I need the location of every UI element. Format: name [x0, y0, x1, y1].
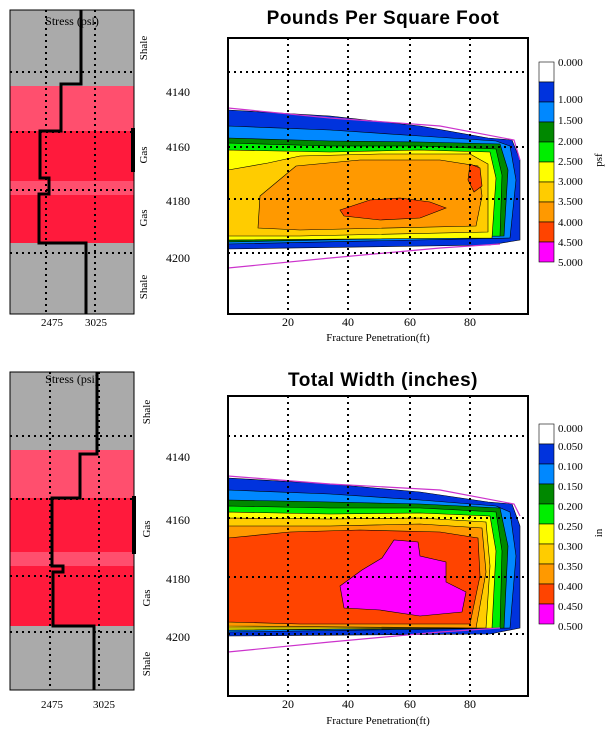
- stress-column: Stress (psi) 2475 3025 Shale Gas Gas Sha…: [10, 10, 190, 329]
- colorbar-label: 2.000: [558, 136, 583, 148]
- colorbar-swatch: [539, 464, 554, 484]
- lithology-label: Shale: [141, 652, 153, 677]
- colorbar: 0.000 0.050 0.100 0.150 0.200 0.250 0.30…: [539, 423, 605, 633]
- colorbar-label: 2.500: [558, 156, 583, 168]
- stress-axis-label: Stress (psi): [45, 14, 99, 28]
- depth-tick-label: 4140: [166, 450, 190, 464]
- colorbar-label: 1.500: [558, 115, 583, 127]
- depth-tick-label: 4180: [166, 194, 190, 208]
- contour-band-orange: [258, 160, 482, 230]
- stress-tick-label: 3025: [85, 317, 108, 329]
- width-panel-svg: Stress (psi) 2475 3025 Shale Gas Gas Sha…: [0, 366, 609, 732]
- colorbar-swatch: [539, 62, 554, 82]
- colorbar-label: 0.500: [558, 621, 583, 633]
- gas-layer-pink: [10, 450, 134, 498]
- colorbar-swatch: [539, 182, 554, 202]
- colorbar-swatch: [539, 222, 554, 242]
- colorbar-swatch: [539, 122, 554, 142]
- gas-layer-pink-2: [10, 181, 134, 195]
- depth-tick-label: 4200: [166, 251, 190, 265]
- x-tick-label: 40: [342, 315, 354, 329]
- gas-layer-red-2: [10, 195, 134, 243]
- colorbar-label: 0.000: [558, 423, 583, 435]
- colorbar-label: 5.000: [558, 257, 583, 269]
- depth-tick-label: 4140: [166, 85, 190, 99]
- colorbar-unit: in: [593, 528, 605, 537]
- stress-tick-label: 2475: [41, 699, 64, 711]
- gas-layer-pink-2: [10, 552, 134, 566]
- colorbar-label: 0.450: [558, 601, 583, 613]
- colorbar-swatch: [539, 102, 554, 122]
- colorbar-swatch: [539, 444, 554, 464]
- colorbar-label: 0.100: [558, 461, 583, 473]
- x-tick-label: 80: [464, 315, 476, 329]
- contour-plot: 20 40 60 80 Fracture Penetration(ft): [228, 396, 528, 727]
- colorbar-swatch: [539, 604, 554, 624]
- colorbar-swatch: [539, 484, 554, 504]
- lithology-label: Shale: [141, 400, 153, 425]
- colorbar-swatch: [539, 82, 554, 102]
- gas-layer-red: [10, 498, 134, 552]
- colorbar-label: 3.000: [558, 176, 583, 188]
- depth-tick-label: 4180: [166, 572, 190, 586]
- psf-panel: Pounds Per Square Foot Stress (psi) 2475: [0, 0, 609, 366]
- stress-tick-label: 3025: [93, 699, 116, 711]
- x-tick-label: 80: [464, 697, 476, 711]
- colorbar-label: 0.400: [558, 581, 583, 593]
- lithology-label: Gas: [141, 520, 153, 537]
- width-panel: Total Width (inches) Stress (psi) 2475 3…: [0, 366, 609, 732]
- x-axis-label: Fracture Penetration(ft): [326, 332, 430, 344]
- colorbar: 0.000 1.000 1.500 2.000 2.500 3.000 3.50…: [539, 57, 605, 269]
- depth-tick-label: 4160: [166, 140, 190, 154]
- colorbar-swatch: [539, 544, 554, 564]
- depth-tick-label: 4160: [166, 513, 190, 527]
- x-tick-label: 20: [282, 697, 294, 711]
- x-tick-label: 60: [404, 315, 416, 329]
- stress-column: Stress (psi) 2475 3025 Shale Gas Gas Sha…: [10, 372, 190, 711]
- x-axis-label: Fracture Penetration(ft): [326, 715, 430, 727]
- colorbar-label: 4.500: [558, 237, 583, 249]
- lithology-label: Shale: [138, 275, 150, 300]
- colorbar-unit: psf: [593, 153, 605, 167]
- colorbar-label: 0.350: [558, 561, 583, 573]
- colorbar-label: 0.250: [558, 521, 583, 533]
- colorbar-label: 4.000: [558, 217, 583, 229]
- x-tick-label: 40: [342, 697, 354, 711]
- colorbar-swatch: [539, 202, 554, 222]
- colorbar-swatch: [539, 424, 554, 444]
- colorbar-label: 0.050: [558, 441, 583, 453]
- colorbar-label: 0.150: [558, 481, 583, 493]
- lithology-label: Gas: [138, 146, 150, 163]
- colorbar-swatch: [539, 242, 554, 262]
- colorbar-label: 0.000: [558, 57, 583, 69]
- lithology-label: Gas: [138, 209, 150, 226]
- x-tick-label: 20: [282, 315, 294, 329]
- colorbar-swatch: [539, 524, 554, 544]
- depth-tick-label: 4200: [166, 630, 190, 644]
- colorbar-label: 3.500: [558, 196, 583, 208]
- lithology-label: Shale: [138, 36, 150, 61]
- colorbar-label: 0.200: [558, 501, 583, 513]
- contour-plot: 20 40 60 80 Fracture Penetration(ft): [228, 38, 528, 344]
- colorbar-swatch: [539, 584, 554, 604]
- gas-layer-pink: [10, 86, 134, 131]
- stress-tick-label: 2475: [41, 317, 64, 329]
- shale-layer-bottom: [10, 626, 134, 690]
- colorbar-label: 1.000: [558, 94, 583, 106]
- psf-panel-svg: Stress (psi) 2475 3025 Shale Gas Gas Sha…: [0, 0, 609, 366]
- colorbar-swatch: [539, 504, 554, 524]
- colorbar-label: 0.300: [558, 541, 583, 553]
- colorbar-swatch: [539, 564, 554, 584]
- perforation-bar: [132, 496, 136, 554]
- colorbar-swatch: [539, 162, 554, 182]
- x-tick-label: 60: [404, 697, 416, 711]
- perforation-bar: [131, 128, 135, 172]
- lithology-label: Gas: [141, 589, 153, 606]
- stress-axis-label: Stress (psi): [45, 372, 99, 386]
- gas-layer-red: [10, 131, 134, 181]
- colorbar-swatch: [539, 142, 554, 162]
